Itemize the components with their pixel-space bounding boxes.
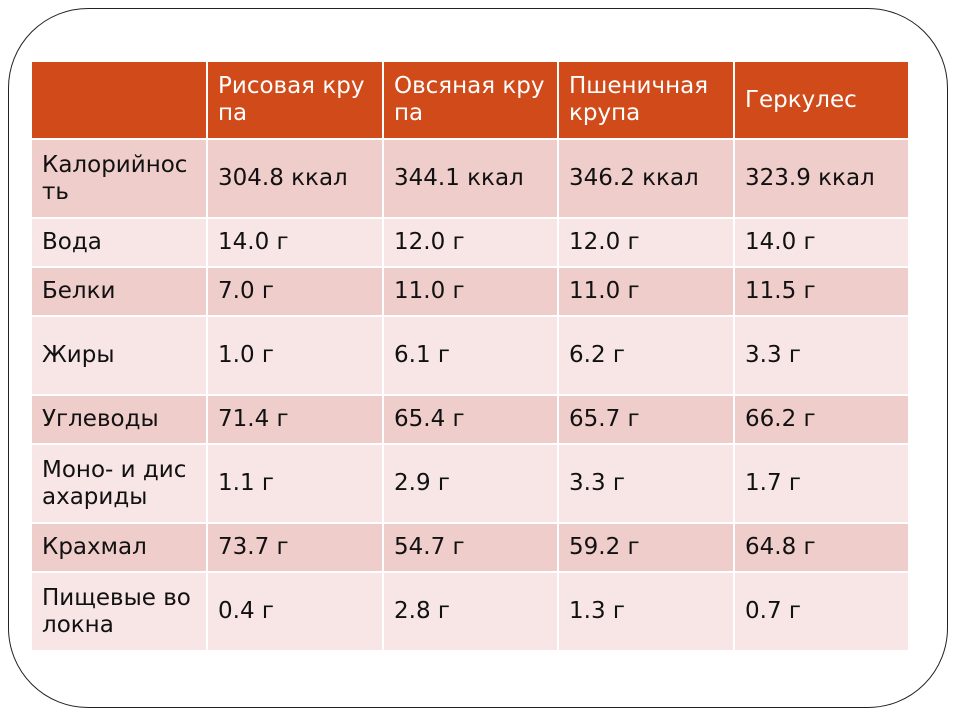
table-cell: 7.0 г [206,266,384,317]
table-row: Крахмал 73.7 г 54.7 г 59.2 г 64.8 г [30,522,910,573]
table-cell: 73.7 г [206,522,384,573]
row-label: Углеводы [30,394,208,445]
table-row: Вода 14.0 г 12.0 г 12.0 г 14.0 г [30,217,910,268]
header-cell-wheat: Пшеничная крупа [557,60,735,140]
header-cell-empty [30,60,208,140]
header-cell-oat: Овсяная крупа [382,60,559,140]
table-cell: 1.1 г [206,443,384,524]
table-cell: 6.1 г [382,315,559,396]
row-label: Белки [30,266,208,317]
row-label: Крахмал [30,522,208,573]
table-row: Белки 7.0 г 11.0 г 11.0 г 11.5 г [30,266,910,317]
table-cell: 11.5 г [733,266,910,317]
table-cell: 11.0 г [382,266,559,317]
row-label: Жиры [30,315,208,396]
table-cell: 71.4 г [206,394,384,445]
table-cell: 2.9 г [382,443,559,524]
table-row: Углеводы 71.4 г 65.4 г 65.7 г 66.2 г [30,394,910,445]
table-cell: 2.8 г [382,571,559,652]
row-label: Вода [30,217,208,268]
row-label: Пищевые волокна [30,571,208,652]
table-cell: 64.8 г [733,522,910,573]
table-cell: 54.7 г [382,522,559,573]
table-cell: 59.2 г [557,522,735,573]
table-cell: 65.4 г [382,394,559,445]
header-row: Рисовая крупа Овсяная крупа Пшеничная кр… [30,60,910,140]
table-cell: 304.8 ккал [206,138,384,219]
table-cell: 0.7 г [733,571,910,652]
header-cell-hercules: Геркулес [733,60,910,140]
table-cell: 14.0 г [733,217,910,268]
table-row: Моно- и дисахариды 1.1 г 2.9 г 3.3 г 1.7… [30,443,910,524]
table-cell: 66.2 г [733,394,910,445]
table-cell: 12.0 г [382,217,559,268]
table-row: Пищевые волокна 0.4 г 2.8 г 1.3 г 0.7 г [30,571,910,652]
table-cell: 1.3 г [557,571,735,652]
table-cell: 12.0 г [557,217,735,268]
table-cell: 323.9 ккал [733,138,910,219]
table-cell: 3.3 г [557,443,735,524]
table-row: Калорийность 304.8 ккал 344.1 ккал 346.2… [30,138,910,219]
table-cell: 14.0 г [206,217,384,268]
nutrition-table: Рисовая крупа Овсяная крупа Пшеничная кр… [30,60,910,652]
table-cell: 6.2 г [557,315,735,396]
table-cell: 3.3 г [733,315,910,396]
table-cell: 1.7 г [733,443,910,524]
table-cell: 11.0 г [557,266,735,317]
table-cell: 346.2 ккал [557,138,735,219]
row-label: Калорийность [30,138,208,219]
header-cell-rice: Рисовая крупа [206,60,384,140]
row-label: Моно- и дисахариды [30,443,208,524]
table-cell: 1.0 г [206,315,384,396]
table-row: Жиры 1.0 г 6.1 г 6.2 г 3.3 г [30,315,910,396]
table-cell: 65.7 г [557,394,735,445]
table-cell: 0.4 г [206,571,384,652]
table-cell: 344.1 ккал [382,138,559,219]
